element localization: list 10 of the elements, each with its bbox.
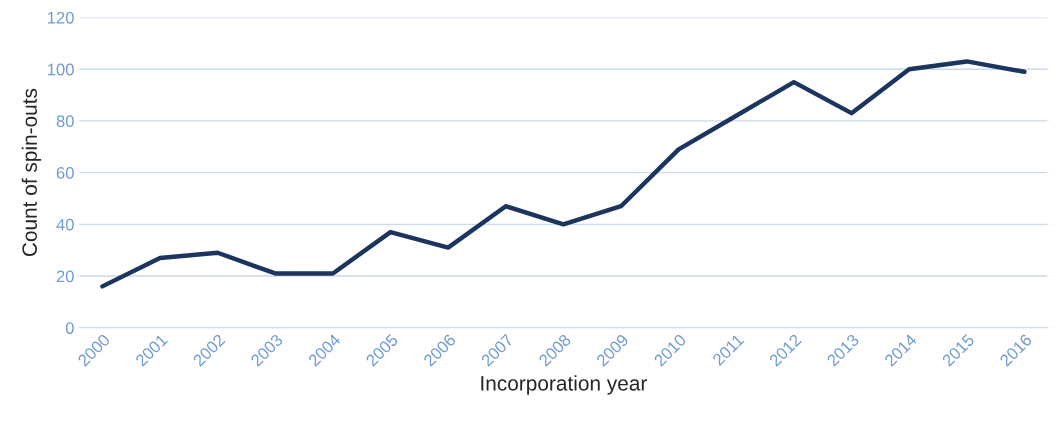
y-tick-label: 0 bbox=[65, 322, 74, 334]
x-axis-title: Incorporation year bbox=[481, 375, 648, 395]
y-tick-label: 40 bbox=[56, 218, 74, 231]
y-tick-label: 100 bbox=[47, 63, 74, 76]
line-series bbox=[100, 59, 1027, 289]
y-tick-label: 60 bbox=[56, 167, 74, 179]
y-tick-label: 120 bbox=[47, 11, 74, 24]
y-tick-label: 20 bbox=[56, 270, 74, 283]
y-tick-label: 80 bbox=[56, 115, 74, 128]
y-axis-title: Count of spin-outs bbox=[21, 88, 42, 257]
